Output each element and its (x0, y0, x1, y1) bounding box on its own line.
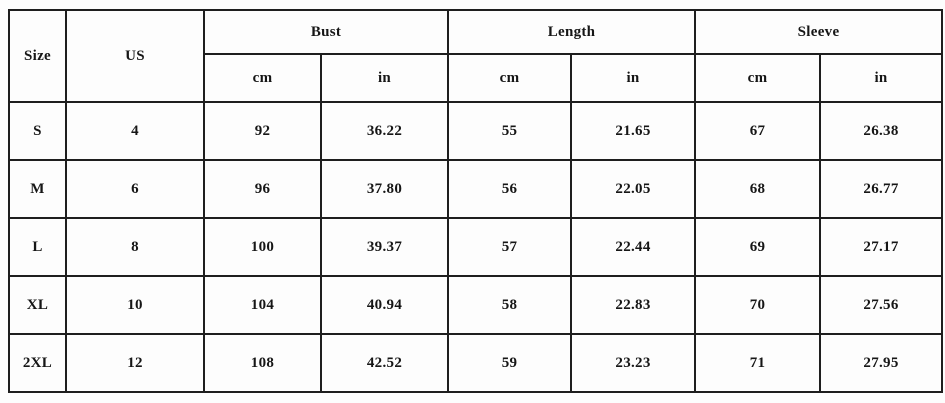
length-in-cell: 22.83 (570, 275, 697, 335)
bust-cm-cell: 100 (203, 217, 322, 277)
sleeve-in-cell: 27.56 (819, 275, 944, 335)
length-cm-cell: 58 (447, 275, 573, 335)
length-in-cell: 21.65 (570, 101, 697, 161)
bust-cm-cell: 108 (203, 333, 322, 393)
header-bust: Bust (202, 9, 450, 55)
us-cell: 4 (65, 101, 205, 161)
length-in-cell: 22.05 (570, 159, 697, 219)
table-row-m: M 6 96 37.80 56 22.05 68 26.77 (8, 159, 944, 219)
bust-in-cell: 40.94 (319, 275, 450, 335)
length-cm-cell: 55 (447, 101, 573, 161)
header-sleeve-in: in (819, 53, 944, 103)
sleeve-in-cell: 27.95 (819, 333, 944, 393)
size-cell: 2XL (8, 333, 67, 393)
header-sleeve-cm: cm (694, 53, 822, 103)
header-bust-in: in (319, 53, 450, 103)
bust-in-cell: 39.37 (319, 217, 450, 277)
header-row-units: cm in cm in cm in (9, 53, 944, 103)
bust-in-cell: 42.52 (319, 333, 450, 393)
bust-cm-cell: 92 (203, 101, 322, 161)
header-length: Length (447, 9, 697, 55)
header-size: Size (8, 9, 67, 103)
sleeve-cm-cell: 68 (694, 159, 822, 219)
size-cell: M (8, 159, 67, 219)
size-cell: L (8, 217, 67, 277)
us-cell: 8 (65, 217, 205, 277)
sleeve-in-cell: 26.77 (819, 159, 944, 219)
bust-in-cell: 37.80 (319, 159, 450, 219)
table-row-xl: XL 10 104 40.94 58 22.83 70 27.56 (8, 275, 944, 335)
us-cell: 12 (65, 333, 205, 393)
sleeve-in-cell: 27.17 (819, 217, 944, 277)
size-chart-table: Size US Bust Length Sleeve cm in cm in c… (8, 9, 944, 393)
length-cm-cell: 59 (447, 333, 573, 393)
header-length-cm: cm (447, 53, 573, 103)
bust-cm-cell: 104 (203, 275, 322, 335)
header-sleeve: Sleeve (694, 9, 944, 55)
size-cell: XL (8, 275, 67, 335)
table-row-s: S 4 92 36.22 55 21.65 67 26.38 (8, 101, 944, 161)
sleeve-cm-cell: 69 (694, 217, 822, 277)
header-bust-cm: cm (203, 53, 322, 103)
length-in-cell: 22.44 (570, 217, 697, 277)
length-cm-cell: 57 (447, 217, 573, 277)
sleeve-in-cell: 26.38 (819, 101, 944, 161)
size-cell: S (8, 101, 67, 161)
header-length-in: in (570, 53, 697, 103)
sleeve-cm-cell: 70 (694, 275, 822, 335)
length-in-cell: 23.23 (570, 333, 697, 393)
sleeve-cm-cell: 67 (694, 101, 822, 161)
table-row-l: L 8 100 39.37 57 22.44 69 27.17 (8, 217, 944, 277)
header-us: US (65, 9, 205, 103)
bust-in-cell: 36.22 (319, 101, 450, 161)
us-cell: 10 (65, 275, 205, 335)
bust-cm-cell: 96 (203, 159, 322, 219)
sleeve-cm-cell: 71 (694, 333, 822, 393)
header-row-groups: Size US Bust Length Sleeve (8, 9, 944, 103)
table-row-2xl: 2XL 12 108 42.52 59 23.23 71 27.95 (8, 333, 944, 393)
length-cm-cell: 56 (447, 159, 573, 219)
us-cell: 6 (65, 159, 205, 219)
